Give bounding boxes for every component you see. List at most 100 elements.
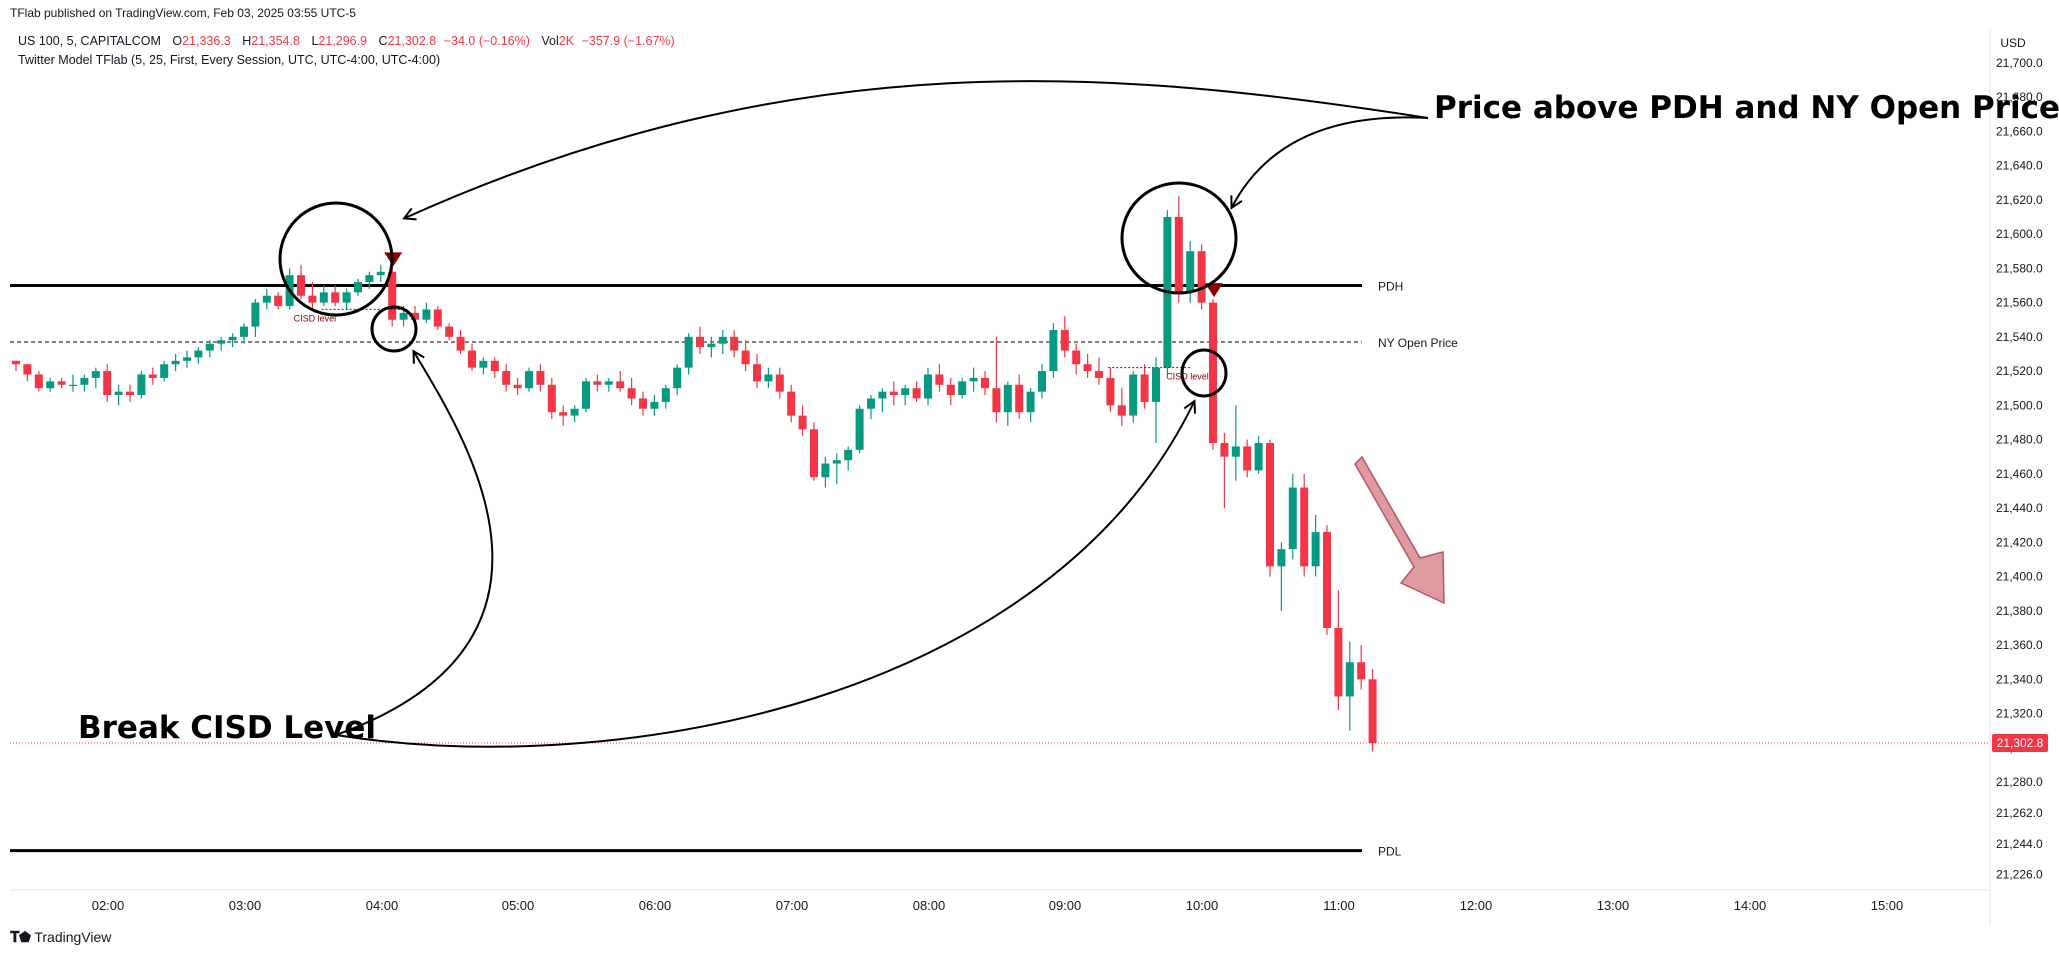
candle[interactable] <box>1231 405 1240 481</box>
candle[interactable] <box>137 371 146 399</box>
candle[interactable] <box>1209 299 1217 450</box>
candle[interactable] <box>604 377 613 392</box>
candle[interactable] <box>502 364 511 392</box>
candle[interactable] <box>969 367 978 392</box>
candle[interactable] <box>889 381 898 406</box>
candle[interactable] <box>1072 343 1081 375</box>
candle[interactable] <box>228 333 237 348</box>
candle[interactable] <box>901 384 910 406</box>
symbol-legend[interactable]: US 100, 5, CAPITALCOM O21,336.3 H21,354.… <box>18 34 675 48</box>
candle[interactable] <box>730 329 739 358</box>
candle[interactable] <box>1345 641 1354 731</box>
candle[interactable] <box>513 377 522 396</box>
indicator-legend[interactable]: Twitter Model TFlab (5, 25, First, Every… <box>18 53 441 67</box>
candle[interactable] <box>559 405 568 426</box>
candle[interactable] <box>262 288 271 310</box>
candle[interactable] <box>1060 316 1069 358</box>
candle[interactable] <box>810 422 818 481</box>
candle[interactable] <box>787 384 796 423</box>
candle[interactable] <box>57 377 66 389</box>
candle[interactable] <box>365 271 374 289</box>
candle[interactable] <box>855 405 864 454</box>
candle[interactable] <box>912 381 921 402</box>
candle[interactable] <box>1323 525 1331 635</box>
currency-button[interactable]: USD <box>2000 36 2026 50</box>
candle[interactable] <box>46 377 55 392</box>
candle[interactable] <box>593 374 602 392</box>
candle[interactable] <box>1243 439 1252 478</box>
candle[interactable] <box>832 453 841 485</box>
candle[interactable] <box>1277 542 1286 611</box>
candle[interactable] <box>627 377 636 406</box>
candle[interactable] <box>1026 388 1035 423</box>
candle[interactable] <box>775 367 784 399</box>
bearish-signal-marker[interactable] <box>1205 283 1223 298</box>
candle[interactable] <box>946 377 955 406</box>
candle[interactable] <box>992 336 1001 423</box>
candle[interactable] <box>639 391 647 416</box>
candle[interactable] <box>1266 439 1274 577</box>
candle[interactable] <box>696 326 704 354</box>
candle[interactable] <box>718 329 727 354</box>
candle[interactable] <box>764 367 773 389</box>
candle[interactable] <box>217 336 226 351</box>
candle[interactable] <box>308 282 317 310</box>
candle[interactable] <box>171 353 180 372</box>
candle[interactable] <box>1015 374 1024 420</box>
candle[interactable] <box>445 323 454 341</box>
candle[interactable] <box>1095 357 1103 385</box>
candle[interactable] <box>91 367 100 389</box>
candle[interactable] <box>616 371 625 392</box>
candle[interactable] <box>1106 367 1115 413</box>
candle[interactable] <box>80 374 89 392</box>
candle[interactable] <box>1049 323 1058 378</box>
candle[interactable] <box>1368 669 1377 752</box>
candle[interactable] <box>433 306 442 330</box>
candle[interactable] <box>194 347 203 365</box>
candle[interactable] <box>331 285 340 307</box>
candle[interactable] <box>12 360 20 372</box>
candle[interactable] <box>114 384 123 406</box>
candle[interactable] <box>319 285 328 307</box>
candle[interactable] <box>1174 196 1183 303</box>
candle[interactable] <box>707 336 716 358</box>
candle[interactable] <box>673 364 682 396</box>
candle[interactable] <box>376 264 385 283</box>
candle[interactable] <box>650 395 659 416</box>
candle[interactable] <box>878 388 887 413</box>
candle[interactable] <box>274 292 283 310</box>
candle[interactable] <box>536 364 545 392</box>
candle[interactable] <box>1300 473 1309 577</box>
candle[interactable] <box>1220 432 1229 509</box>
candle[interactable] <box>1288 473 1297 560</box>
candle[interactable] <box>935 364 944 392</box>
candle[interactable] <box>69 374 77 392</box>
candle[interactable] <box>1152 357 1160 444</box>
candle[interactable] <box>867 395 875 420</box>
candle[interactable] <box>490 357 499 378</box>
candle[interactable] <box>183 350 191 368</box>
candle[interactable] <box>34 371 43 392</box>
candle[interactable] <box>1129 371 1138 423</box>
candle[interactable] <box>297 264 305 300</box>
candle[interactable] <box>582 377 590 413</box>
candle[interactable] <box>570 405 579 423</box>
candle[interactable] <box>1357 645 1366 690</box>
candle[interactable] <box>251 299 260 337</box>
candle[interactable] <box>1311 514 1320 577</box>
candle[interactable] <box>388 268 397 327</box>
candle[interactable] <box>924 367 932 406</box>
candle[interactable] <box>468 343 476 372</box>
candle[interactable] <box>661 384 670 409</box>
candle[interactable] <box>456 329 465 354</box>
candle[interactable] <box>1334 590 1343 711</box>
candle[interactable] <box>1038 364 1046 399</box>
candle[interactable] <box>753 353 761 389</box>
candle[interactable] <box>342 288 351 310</box>
candle[interactable] <box>844 446 853 471</box>
candle[interactable] <box>547 377 556 420</box>
candle[interactable] <box>798 405 807 437</box>
tradingview-logo[interactable]: 𝐓⬟ TradingView <box>10 929 111 946</box>
candle[interactable] <box>354 278 362 296</box>
